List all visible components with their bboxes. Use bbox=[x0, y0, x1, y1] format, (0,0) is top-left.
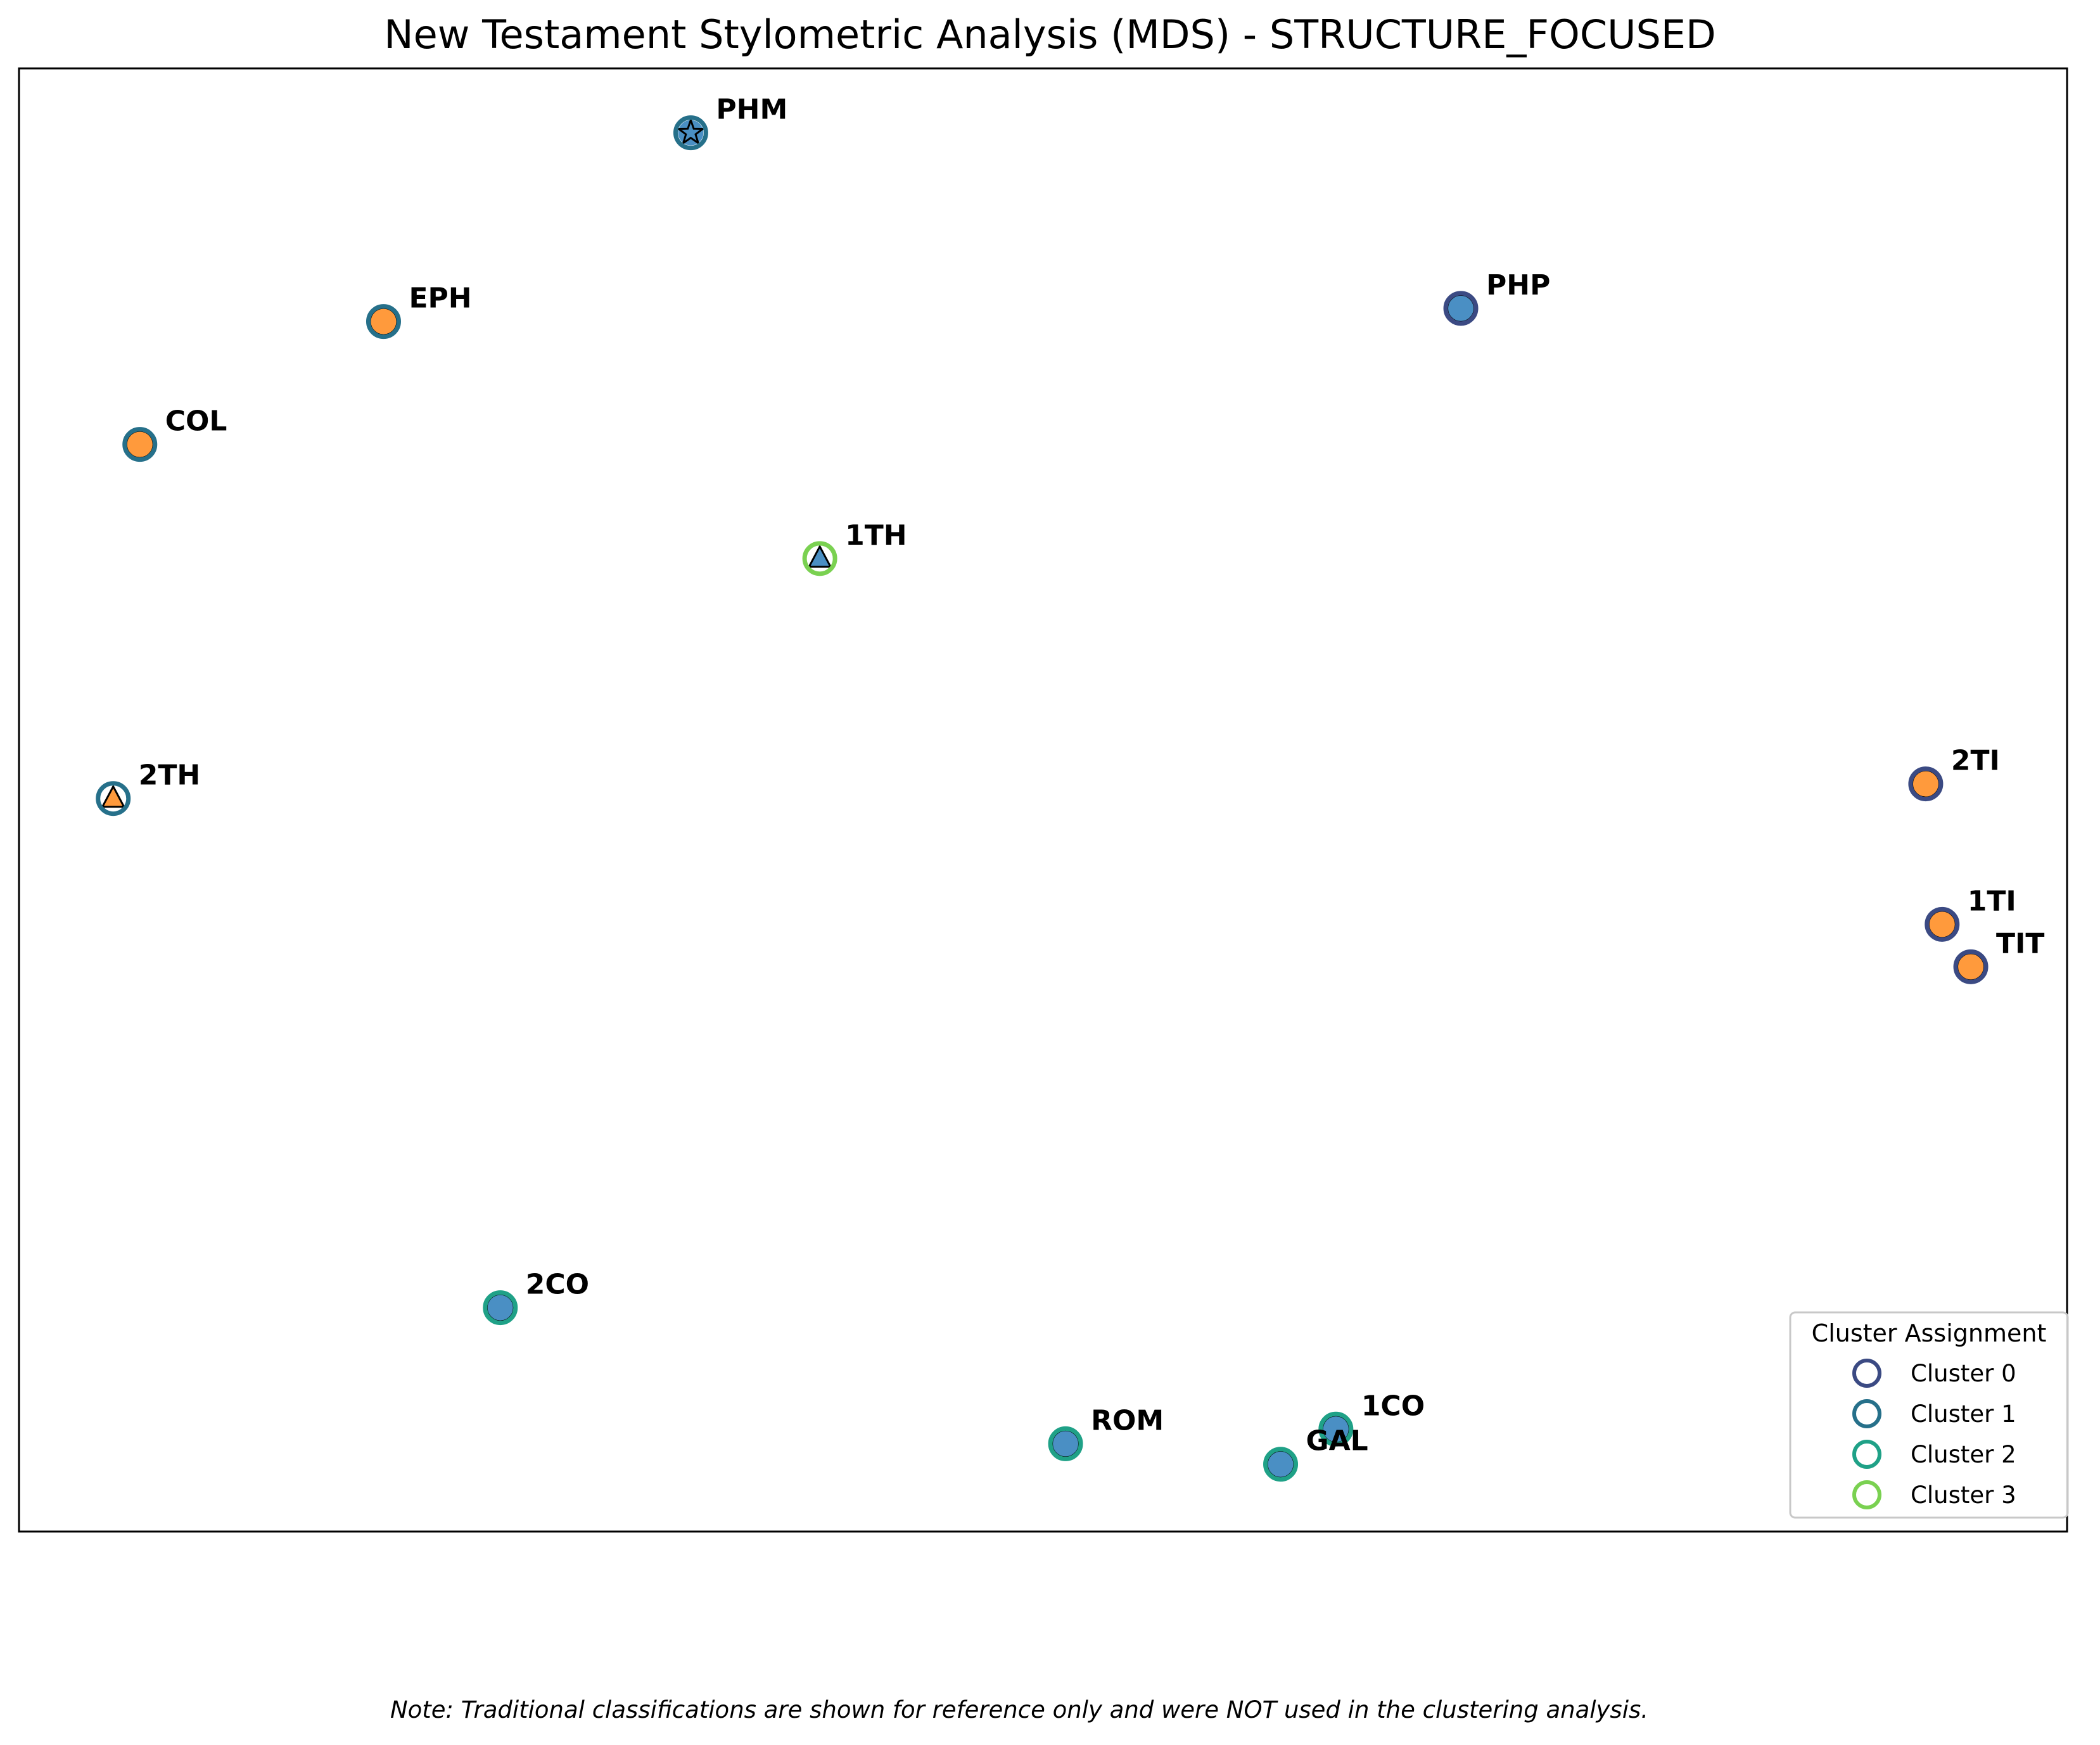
point-label: 1TI bbox=[1968, 885, 2016, 917]
point-label: PHM bbox=[716, 94, 787, 126]
triangle-marker bbox=[807, 544, 832, 568]
legend-entries: Cluster 0 Cluster 1 Cluster 2 Cluster 3 bbox=[1852, 1359, 2016, 1509]
data-point-2co: 2CO bbox=[483, 1269, 589, 1326]
point-label: 2TI bbox=[1951, 745, 2000, 777]
point-label: COL bbox=[165, 405, 227, 438]
footnote: Note: Traditional classifications are sh… bbox=[390, 1696, 1649, 1723]
point-label: EPH bbox=[409, 282, 471, 315]
legend-entry-cluster-2: Cluster 2 bbox=[1852, 1440, 2016, 1469]
data-point-1ti: 1TI bbox=[1925, 885, 2016, 942]
legend-label: Cluster 2 bbox=[1911, 1441, 2016, 1468]
cluster-ring bbox=[483, 1290, 518, 1326]
chart-title: New Testament Stylometric Analysis (MDS)… bbox=[384, 11, 1716, 58]
legend-label: Cluster 3 bbox=[1911, 1482, 2016, 1509]
cluster-ring bbox=[1048, 1426, 1083, 1461]
legend-entry-cluster-0: Cluster 0 bbox=[1852, 1359, 2016, 1388]
data-point-2ti: 2TI bbox=[1908, 745, 2000, 802]
cluster-ring bbox=[366, 304, 401, 339]
point-label: ROM bbox=[1091, 1404, 1164, 1437]
legend-title: Cluster Assignment bbox=[1812, 1319, 2047, 1347]
legend-marker bbox=[1852, 1440, 1881, 1469]
point-label: TIT bbox=[1996, 927, 2044, 960]
data-point-phm: PHM bbox=[673, 94, 787, 151]
legend-label: Cluster 0 bbox=[1911, 1360, 2016, 1387]
point-label: 1CO bbox=[1361, 1390, 1425, 1422]
data-point-2th: 2TH bbox=[96, 759, 200, 816]
data-point-1th: 1TH bbox=[802, 519, 907, 576]
data-point-rom: ROM bbox=[1048, 1404, 1164, 1461]
cluster-ring bbox=[1953, 949, 1989, 984]
point-label: 1TH bbox=[845, 519, 907, 552]
cluster-ring bbox=[1318, 1411, 1354, 1447]
cluster-ring bbox=[122, 427, 158, 462]
cluster-ring bbox=[673, 115, 708, 151]
cluster-ring bbox=[802, 541, 837, 576]
legend-label: Cluster 1 bbox=[1911, 1400, 2016, 1428]
legend-entry-cluster-3: Cluster 3 bbox=[1852, 1480, 2016, 1509]
data-point-php: PHP bbox=[1443, 269, 1550, 326]
legend-marker bbox=[1852, 1480, 1881, 1509]
data-point-tit: TIT bbox=[1953, 927, 2044, 984]
legend-marker bbox=[1852, 1399, 1881, 1428]
point-label: GAL bbox=[1306, 1425, 1368, 1457]
legend-entry-cluster-1: Cluster 1 bbox=[1852, 1399, 2016, 1428]
cluster-ring bbox=[1908, 766, 1944, 802]
triangle-marker bbox=[101, 784, 126, 808]
point-label: 2TH bbox=[139, 759, 200, 792]
point-label: PHP bbox=[1486, 269, 1550, 301]
data-point-1co: 1CO bbox=[1318, 1390, 1425, 1447]
legend-marker bbox=[1852, 1359, 1881, 1388]
cluster-ring bbox=[1443, 291, 1479, 326]
cluster-ring bbox=[1925, 906, 1960, 942]
data-point-gal: GAL bbox=[1263, 1425, 1368, 1482]
point-label: 2CO bbox=[526, 1269, 589, 1301]
data-point-col: COL bbox=[122, 405, 227, 462]
star-marker bbox=[676, 117, 706, 146]
plot-frame bbox=[18, 67, 2068, 1533]
cluster-ring bbox=[1263, 1447, 1299, 1482]
data-point-eph: EPH bbox=[366, 282, 472, 339]
cluster-ring bbox=[96, 781, 131, 816]
